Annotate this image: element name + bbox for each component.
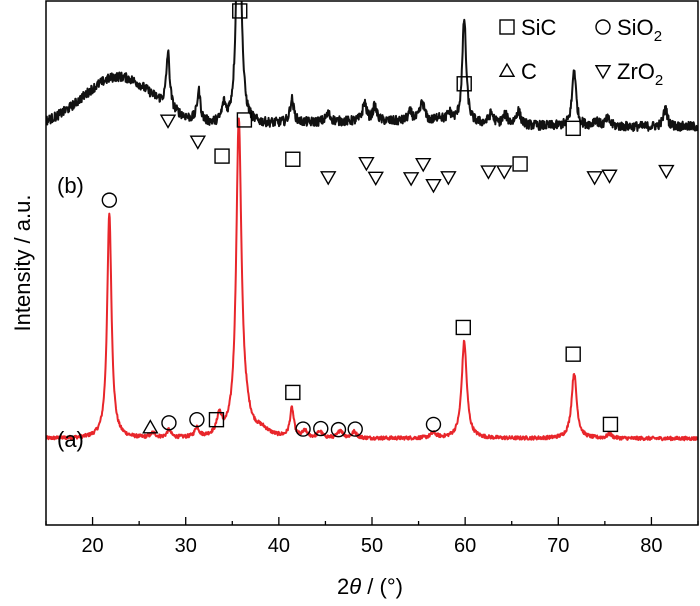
x-tick-label: 20 xyxy=(81,535,103,557)
x-tick-label: 70 xyxy=(547,535,569,557)
x-tick-label: 50 xyxy=(361,535,383,557)
peak-marker-circle xyxy=(330,421,347,438)
series-line-a xyxy=(46,117,698,442)
peak-marker-square xyxy=(214,148,230,164)
peak-marker-triangle-down xyxy=(415,158,432,173)
peak-marker-triangle-down xyxy=(658,164,675,180)
x-tick-label: 30 xyxy=(175,535,197,557)
peak-marker-square xyxy=(455,319,471,336)
peak-marker-square xyxy=(456,76,472,92)
legend-label: SiC xyxy=(521,15,557,40)
legend-label: SiO2 xyxy=(617,15,662,45)
peak-marker-triangle-down xyxy=(358,156,375,172)
legend-label: C xyxy=(521,59,537,84)
peak-marker-triangle-up xyxy=(142,419,159,434)
peak-marker-triangle-down xyxy=(480,165,497,180)
peak-marker-triangle-down xyxy=(402,172,420,187)
peak-marker-triangle-down xyxy=(189,135,207,150)
peak-marker-triangle-down xyxy=(440,171,457,186)
x-axis-title: 2θ / (°) xyxy=(337,574,403,599)
peak-marker-circle xyxy=(295,421,311,437)
peak-marker-circle xyxy=(101,192,118,208)
peak-marker-square xyxy=(285,151,301,167)
peak-marker-square xyxy=(236,112,253,128)
peak-marker-circle xyxy=(161,415,177,431)
peak-marker-circle xyxy=(347,421,363,437)
legend-label: ZrO2 xyxy=(617,59,663,89)
sample-label-b: (b) xyxy=(57,173,84,198)
peak-marker-square xyxy=(565,346,581,362)
legend-symbol-circle xyxy=(595,19,611,35)
peak-marker-square xyxy=(565,120,581,137)
peak-marker-triangle-down xyxy=(586,171,603,186)
legend-symbol-triangle-down xyxy=(594,65,612,80)
sample-label-a: (a) xyxy=(57,427,84,452)
legend-symbol-square xyxy=(499,19,515,35)
peak-marker-square xyxy=(512,156,528,172)
y-axis-title: Intensity / a.u. xyxy=(10,195,35,332)
peak-marker-triangle-down xyxy=(601,169,618,184)
peak-marker-triangle-down xyxy=(425,178,442,194)
plot-frame xyxy=(45,0,699,526)
x-tick-label: 60 xyxy=(454,535,476,557)
peak-marker-triangle-down xyxy=(159,114,177,129)
x-tick-label: 40 xyxy=(268,535,290,557)
legend: SiC SiO2 C ZrO2 xyxy=(498,15,663,89)
peak-marker-triangle-down xyxy=(320,171,337,186)
peak-marker-circle xyxy=(189,411,205,428)
peak-marker-circle xyxy=(313,420,329,437)
legend-symbol-triangle-up xyxy=(498,62,516,77)
series-line-b xyxy=(46,1,698,132)
peak-marker-square xyxy=(602,416,619,433)
peak-marker-square xyxy=(285,384,301,401)
peak-marker-square xyxy=(208,411,225,428)
peak-marker-triangle-down xyxy=(496,165,513,180)
peak-marker-triangle-down xyxy=(367,171,384,186)
x-tick-label: 80 xyxy=(640,535,662,557)
peak-marker-circle xyxy=(425,416,442,433)
peak-marker-square xyxy=(232,3,248,19)
